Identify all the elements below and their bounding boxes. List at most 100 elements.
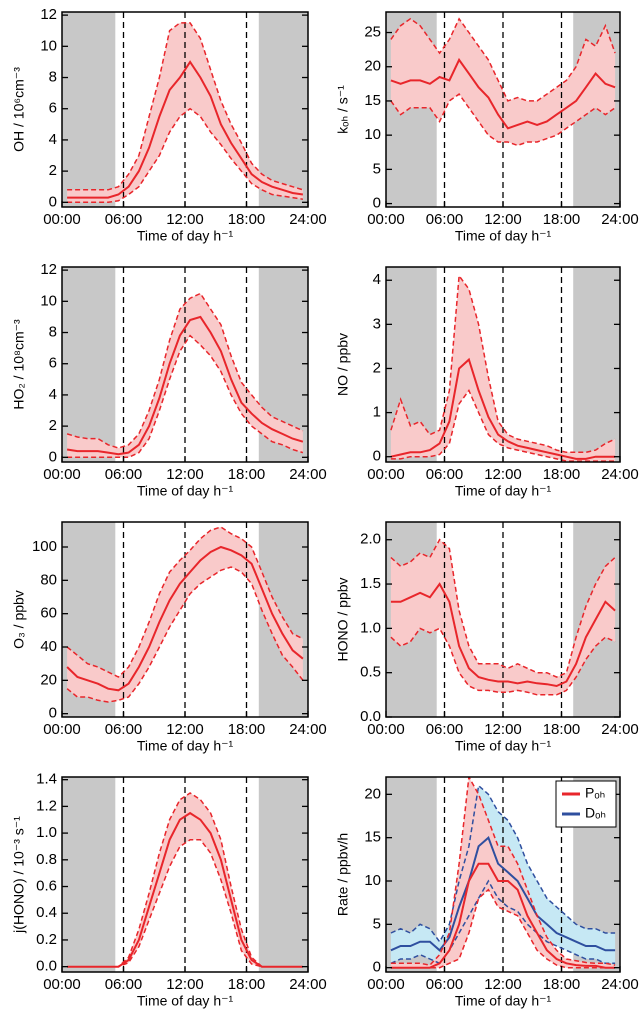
y-tick-label: 20	[364, 58, 381, 75]
y-axis-label: OH / 10⁶cm⁻³	[11, 67, 27, 152]
y-tick-label: 0	[373, 448, 381, 465]
y-tick-label: 4	[49, 131, 57, 148]
y-tick-label: 40	[40, 638, 57, 655]
legend-label: Dₒₕ	[585, 805, 606, 821]
mean-line	[390, 862, 616, 969]
y-tick-label: 10	[40, 292, 57, 309]
x-tick-label: 00:00	[43, 721, 81, 738]
y-tick-label: 0	[49, 193, 57, 210]
mean-line	[390, 582, 616, 688]
x-tick-label: 18:00	[228, 466, 266, 483]
night-shading	[573, 267, 620, 462]
y-tick-label: 8	[49, 68, 57, 85]
y-tick-label: 25	[364, 23, 381, 40]
plot-area	[386, 12, 620, 207]
y-tick-label: 0	[373, 195, 381, 212]
band-edge	[390, 17, 616, 102]
band-edge	[390, 389, 616, 462]
mean-line	[390, 835, 616, 952]
y-tick-label: 0	[49, 705, 57, 722]
plot-area	[386, 522, 620, 717]
y-tick-label: 4	[49, 386, 57, 403]
band-edge	[66, 526, 304, 678]
y-tick-label: 8	[49, 323, 57, 340]
y-tick-label: 1.0	[36, 824, 57, 841]
mean-line	[67, 811, 303, 968]
x-tick-label: 12:00	[484, 211, 522, 228]
panel: 0 1 2 3 4 00:00 06:00 12:00 18:00 24:00 Time of da…	[335, 266, 639, 499]
night-shading	[62, 777, 116, 972]
x-tick-label: 12:00	[484, 721, 522, 738]
y-axis-label: HO₂ / 10⁸cm⁻³	[11, 319, 27, 410]
legend-box	[555, 780, 617, 828]
y-tick-label: 10	[364, 126, 381, 143]
y-tick-label: 20	[40, 671, 57, 688]
x-tick-label: 24:00	[289, 466, 327, 483]
x-tick-label: 24:00	[289, 721, 327, 738]
x-tick-label: 12:00	[484, 466, 522, 483]
y-tick-label: 5	[373, 915, 381, 932]
y-tick-label: 10	[40, 37, 57, 54]
band-edge	[390, 273, 616, 454]
panel: 0.0 0.5 1.0 1.5 2.0 00:00 06:00 12:00 18:00 24:00…	[335, 521, 639, 754]
panel: 0 5 10 15 20 25 00:00 06:00 12:00 18:00 24:00 Time …	[335, 11, 639, 244]
x-axis-label: Time of day h⁻¹	[137, 738, 234, 754]
band-edge	[390, 93, 616, 147]
y-tick-label: 15	[364, 92, 381, 109]
x-tick-label: 24:00	[601, 211, 639, 228]
y-axis-label: j(HONO) / 10⁻³ s⁻¹	[11, 816, 27, 934]
x-tick-label: 18:00	[543, 976, 581, 993]
night-shading	[62, 12, 116, 207]
band-edge	[390, 888, 616, 969]
y-tick-label: 0.2	[36, 931, 57, 948]
y-tick-label: 0	[49, 448, 57, 465]
plot-area	[62, 267, 308, 462]
x-tick-label: 18:00	[543, 721, 581, 738]
band-edge	[390, 777, 616, 966]
y-tick-label: 2.0	[360, 531, 381, 548]
mean-line	[390, 57, 616, 130]
x-tick-label: 06:00	[105, 466, 143, 483]
y-tick-label: 0.6	[36, 877, 57, 894]
y-tick-label: 100	[32, 538, 57, 555]
x-tick-label: 24:00	[601, 721, 639, 738]
band-edge	[67, 334, 304, 459]
y-tick-label: 20	[364, 785, 381, 802]
y-tick-label: 15	[364, 829, 381, 846]
y-tick-label: 1.5	[360, 575, 381, 592]
x-tick-label: 06:00	[426, 211, 464, 228]
y-tick-label: 1.4	[36, 771, 57, 788]
x-tick-label: 12:00	[166, 211, 204, 228]
y-tick-label: 10	[364, 872, 381, 889]
x-tick-label: 00:00	[43, 976, 81, 993]
x-axis-label: Time of day h⁻¹	[455, 228, 552, 244]
y-axis-label: Rate / ppbv/h	[335, 833, 351, 916]
x-axis-label: Time of day h⁻¹	[455, 483, 552, 499]
band-edge	[390, 627, 616, 696]
y-axis-label: O₃ / ppbv	[11, 590, 27, 649]
x-axis-label: Time of day h⁻¹	[455, 993, 552, 1009]
y-tick-label: 1.0	[360, 619, 381, 636]
x-tick-label: 24:00	[289, 976, 327, 993]
y-tick-label: 2	[49, 162, 57, 179]
x-tick-label: 06:00	[426, 466, 464, 483]
y-tick-label: 3	[373, 315, 381, 332]
band-fill	[67, 527, 303, 702]
band-edge	[390, 784, 616, 944]
y-tick-label: 2	[373, 359, 381, 376]
night-shading	[258, 777, 308, 972]
x-tick-label: 00:00	[367, 721, 405, 738]
x-tick-label: 00:00	[43, 466, 81, 483]
band-fill	[67, 22, 303, 203]
y-axis-label: kₒₕ / s⁻¹	[335, 85, 351, 134]
panel: 0 2 4 6 8 10 12 00:00 06:00 12:00 18:00 24:00 Time o…	[11, 6, 327, 244]
y-tick-label: 0.0	[360, 708, 381, 725]
panel: 0 20 40 60 80 100 00:00 06:00 12:00 18:00 24:00 Tim…	[11, 521, 327, 754]
x-tick-label: 06:00	[105, 976, 143, 993]
y-tick-label: 12	[40, 261, 57, 278]
y-tick-label: 0.4	[36, 904, 57, 921]
mean-line	[390, 357, 616, 460]
x-tick-label: 06:00	[105, 721, 143, 738]
y-tick-label: 12	[40, 6, 57, 23]
